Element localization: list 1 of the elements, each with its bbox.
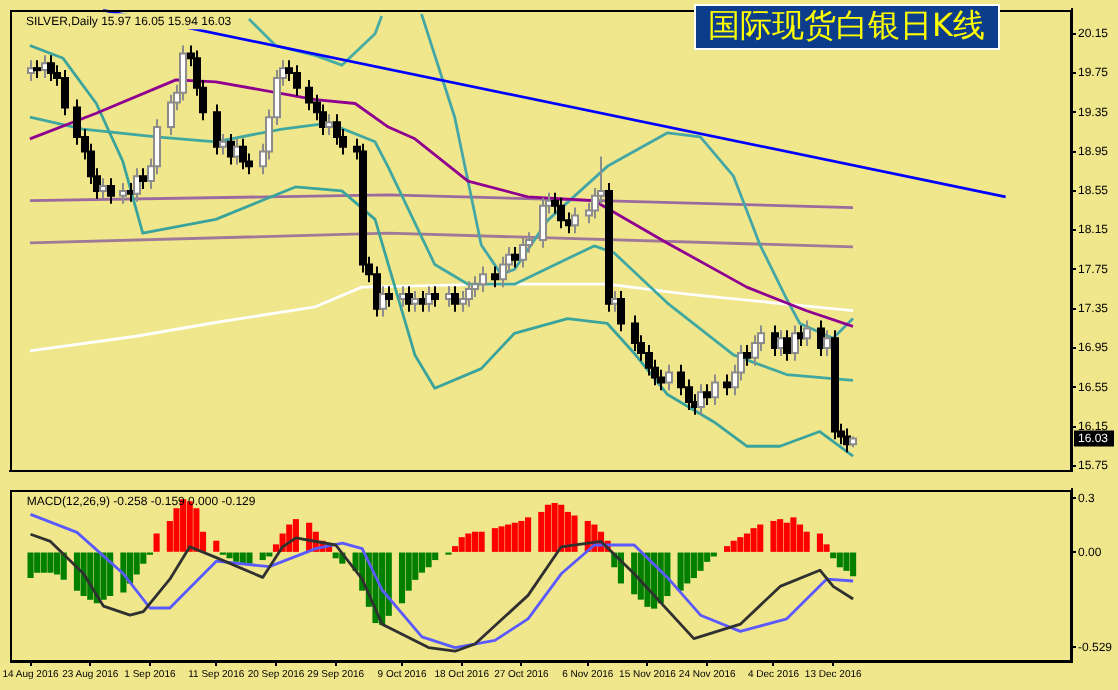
chart-title: 国际现货白银日K线 [694,4,999,50]
